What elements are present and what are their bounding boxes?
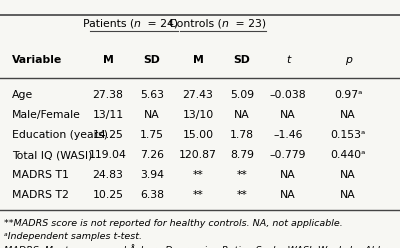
- Text: SD: SD: [234, 55, 250, 64]
- Text: Patients (: Patients (: [83, 19, 134, 29]
- Text: NA: NA: [340, 190, 356, 200]
- Text: MADRS T2: MADRS T2: [12, 190, 69, 200]
- Text: 3.94: 3.94: [140, 170, 164, 180]
- Text: t: t: [286, 55, 290, 64]
- Text: Controls (: Controls (: [169, 19, 222, 29]
- Text: 24.83: 24.83: [92, 170, 124, 180]
- Text: Education (years): Education (years): [12, 130, 108, 140]
- Text: 5.63: 5.63: [140, 91, 164, 100]
- Text: 1.75: 1.75: [140, 130, 164, 140]
- Text: = 24): = 24): [144, 19, 178, 29]
- Text: Variable: Variable: [12, 55, 62, 64]
- Text: MADRS T1: MADRS T1: [12, 170, 69, 180]
- Text: NA: NA: [280, 190, 296, 200]
- Text: 13/10: 13/10: [182, 110, 214, 120]
- Text: ᵃIndependent samples t-test.: ᵃIndependent samples t-test.: [4, 232, 142, 241]
- Text: 0.97ᵃ: 0.97ᵃ: [334, 91, 362, 100]
- Text: **: **: [193, 190, 203, 200]
- Text: NA: NA: [340, 110, 356, 120]
- Text: Total IQ (WASI): Total IQ (WASI): [12, 150, 92, 160]
- Text: 7.26: 7.26: [140, 150, 164, 160]
- Text: –0.038: –0.038: [270, 91, 306, 100]
- Text: 27.38: 27.38: [92, 91, 124, 100]
- Text: n: n: [134, 19, 141, 29]
- Text: –1.46: –1.46: [273, 130, 303, 140]
- Text: MADRS, Montgomery and Åsberg Depression Rating Scale; WASI: Wechsler Abbreviated: MADRS, Montgomery and Åsberg Depression …: [4, 245, 400, 248]
- Text: NA: NA: [340, 170, 356, 180]
- Text: **: **: [237, 190, 247, 200]
- Text: M: M: [102, 55, 114, 64]
- Text: NA: NA: [234, 110, 250, 120]
- Text: **MADRS score is not reported for healthy controls. NA, not applicable.: **MADRS score is not reported for health…: [4, 219, 343, 228]
- Text: –0.779: –0.779: [270, 150, 306, 160]
- Text: 27.43: 27.43: [182, 91, 214, 100]
- Text: 15.00: 15.00: [182, 130, 214, 140]
- Text: M: M: [192, 55, 204, 64]
- Text: p: p: [344, 55, 352, 64]
- Text: n: n: [222, 19, 229, 29]
- Text: NA: NA: [280, 110, 296, 120]
- Text: 1.78: 1.78: [230, 130, 254, 140]
- Text: 10.25: 10.25: [92, 190, 124, 200]
- Text: = 23): = 23): [232, 19, 266, 29]
- Text: Age: Age: [12, 91, 33, 100]
- Text: SD: SD: [144, 55, 160, 64]
- Text: 120.87: 120.87: [179, 150, 217, 160]
- Text: Male/Female: Male/Female: [12, 110, 81, 120]
- Text: 5.09: 5.09: [230, 91, 254, 100]
- Text: 13/11: 13/11: [92, 110, 124, 120]
- Text: NA: NA: [144, 110, 160, 120]
- Text: 6.38: 6.38: [140, 190, 164, 200]
- Text: **: **: [193, 170, 203, 180]
- Text: NA: NA: [280, 170, 296, 180]
- Text: 14.25: 14.25: [92, 130, 124, 140]
- Text: 0.440ᵃ: 0.440ᵃ: [330, 150, 366, 160]
- Text: 0.153ᵃ: 0.153ᵃ: [330, 130, 366, 140]
- Text: 8.79: 8.79: [230, 150, 254, 160]
- Text: 119.04: 119.04: [89, 150, 127, 160]
- Text: **: **: [237, 170, 247, 180]
